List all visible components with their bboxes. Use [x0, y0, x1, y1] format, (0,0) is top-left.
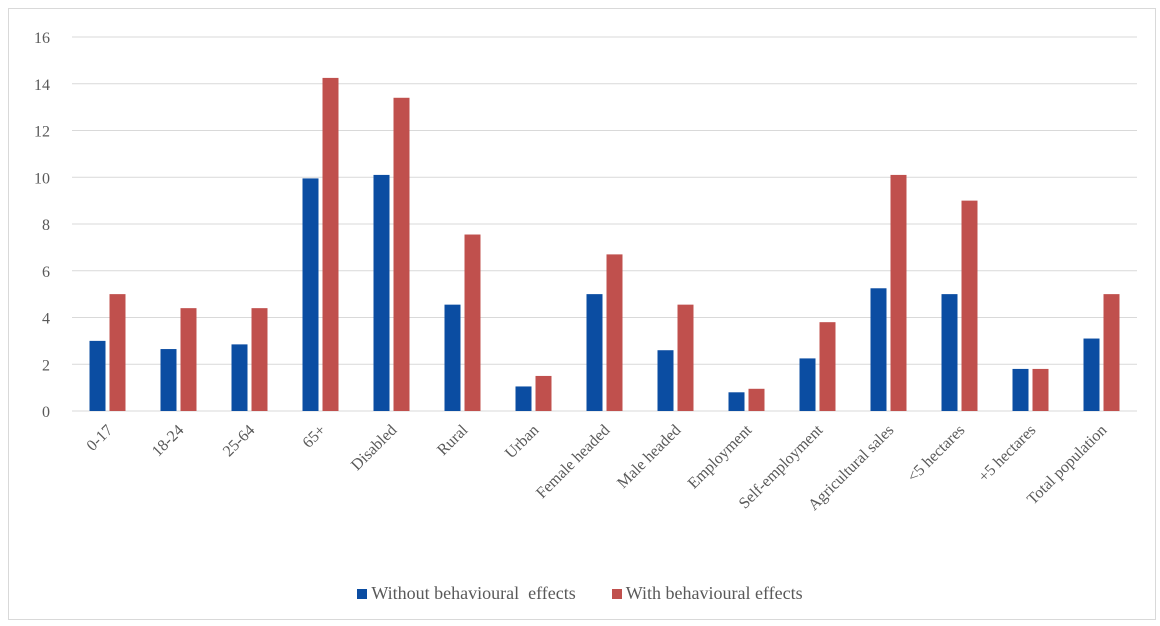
y-tick-label: 10 [34, 170, 50, 187]
x-axis-ticks: 0-17 18-24 25-64 65+ Disabled Rural UrbanFemal… [84, 421, 1111, 514]
bar-series-2-female-headed [606, 254, 623, 411]
x-tick-label: <5 hectares [904, 422, 968, 486]
bar-series-1-25-64 [231, 344, 248, 411]
y-tick-label: 6 [42, 264, 50, 281]
y-tick-label: 16 [34, 30, 50, 47]
legend-swatch-series-2 [611, 588, 622, 599]
bar-series-2--5-hectares [961, 200, 978, 411]
bar-series-2--5-hectares [1032, 368, 1049, 411]
bar-series-2-employment [748, 388, 765, 411]
bar-series-1-agricultural-sales [870, 288, 887, 411]
bar-series-1-0-17 [89, 340, 106, 411]
bars [89, 77, 1120, 412]
x-tick-label: Employment [685, 421, 756, 492]
legend: Without behavioural effects With behavio… [0, 583, 1160, 604]
y-tick-label: 8 [42, 217, 50, 234]
legend-item-series-2: With behavioural effects [611, 583, 803, 604]
bar-series-2-65- [322, 77, 339, 411]
y-axis-ticks: 0 2 4 6 8 10 12 14 16 [34, 30, 50, 421]
bar-series-2-total-population [1103, 294, 1120, 411]
x-tick-label: Disabled [348, 422, 400, 474]
bar-series-1-rural [444, 304, 461, 411]
legend-item-series-1: Without behavioural effects [357, 583, 576, 604]
bar-series-1-disabled [373, 174, 390, 411]
x-tick-label: Female headed [533, 422, 613, 502]
bar-series-2-self-employment [819, 322, 836, 411]
bar-series-2-rural [464, 234, 481, 411]
bar-series-1-18-24 [160, 349, 177, 411]
bar-series-1-male-headed [657, 350, 674, 411]
x-tick-label: 18-24 [149, 422, 187, 460]
x-tick-label: Male headed [614, 422, 684, 492]
bar-series-1-female-headed [586, 294, 603, 411]
bar-series-2-male-headed [677, 304, 694, 411]
y-tick-label: 2 [42, 357, 50, 374]
legend-label-series-2: With behavioural effects [625, 583, 803, 603]
x-tick-label: Rural [434, 421, 472, 459]
bar-series-2-disabled [393, 97, 410, 412]
bar-series-1--5-hectares [1012, 368, 1029, 411]
y-tick-label: 14 [34, 77, 50, 94]
bar-series-1-employment [728, 392, 745, 411]
y-tick-label: 12 [34, 124, 50, 141]
x-tick-label: Urban [502, 422, 542, 462]
bar-series-1-65- [302, 178, 319, 411]
bar-series-1-self-employment [799, 358, 816, 411]
bar-series-2-urban [535, 375, 552, 411]
bar-series-2-0-17 [109, 294, 126, 411]
y-tick-label: 0 [42, 404, 50, 421]
bar-series-2-agricultural-sales [890, 174, 907, 411]
bar-series-2-18-24 [180, 308, 197, 411]
bar-series-1-urban [515, 386, 532, 411]
y-tick-label: 4 [42, 311, 50, 328]
bar-series-1--5-hectares [941, 294, 958, 411]
bar-series-2-25-64 [251, 308, 268, 411]
x-tick-label: 25-64 [220, 422, 258, 460]
legend-label-series-1: Without behavioural effects [371, 583, 576, 603]
gridlines [72, 36, 1137, 412]
x-tick-label: +5 hectares [975, 422, 1039, 486]
x-tick-label: 65+ [300, 422, 330, 452]
bar-series-1-total-population [1083, 338, 1100, 411]
x-tick-label: 0-17 [84, 422, 117, 455]
legend-swatch-series-1 [357, 588, 368, 599]
